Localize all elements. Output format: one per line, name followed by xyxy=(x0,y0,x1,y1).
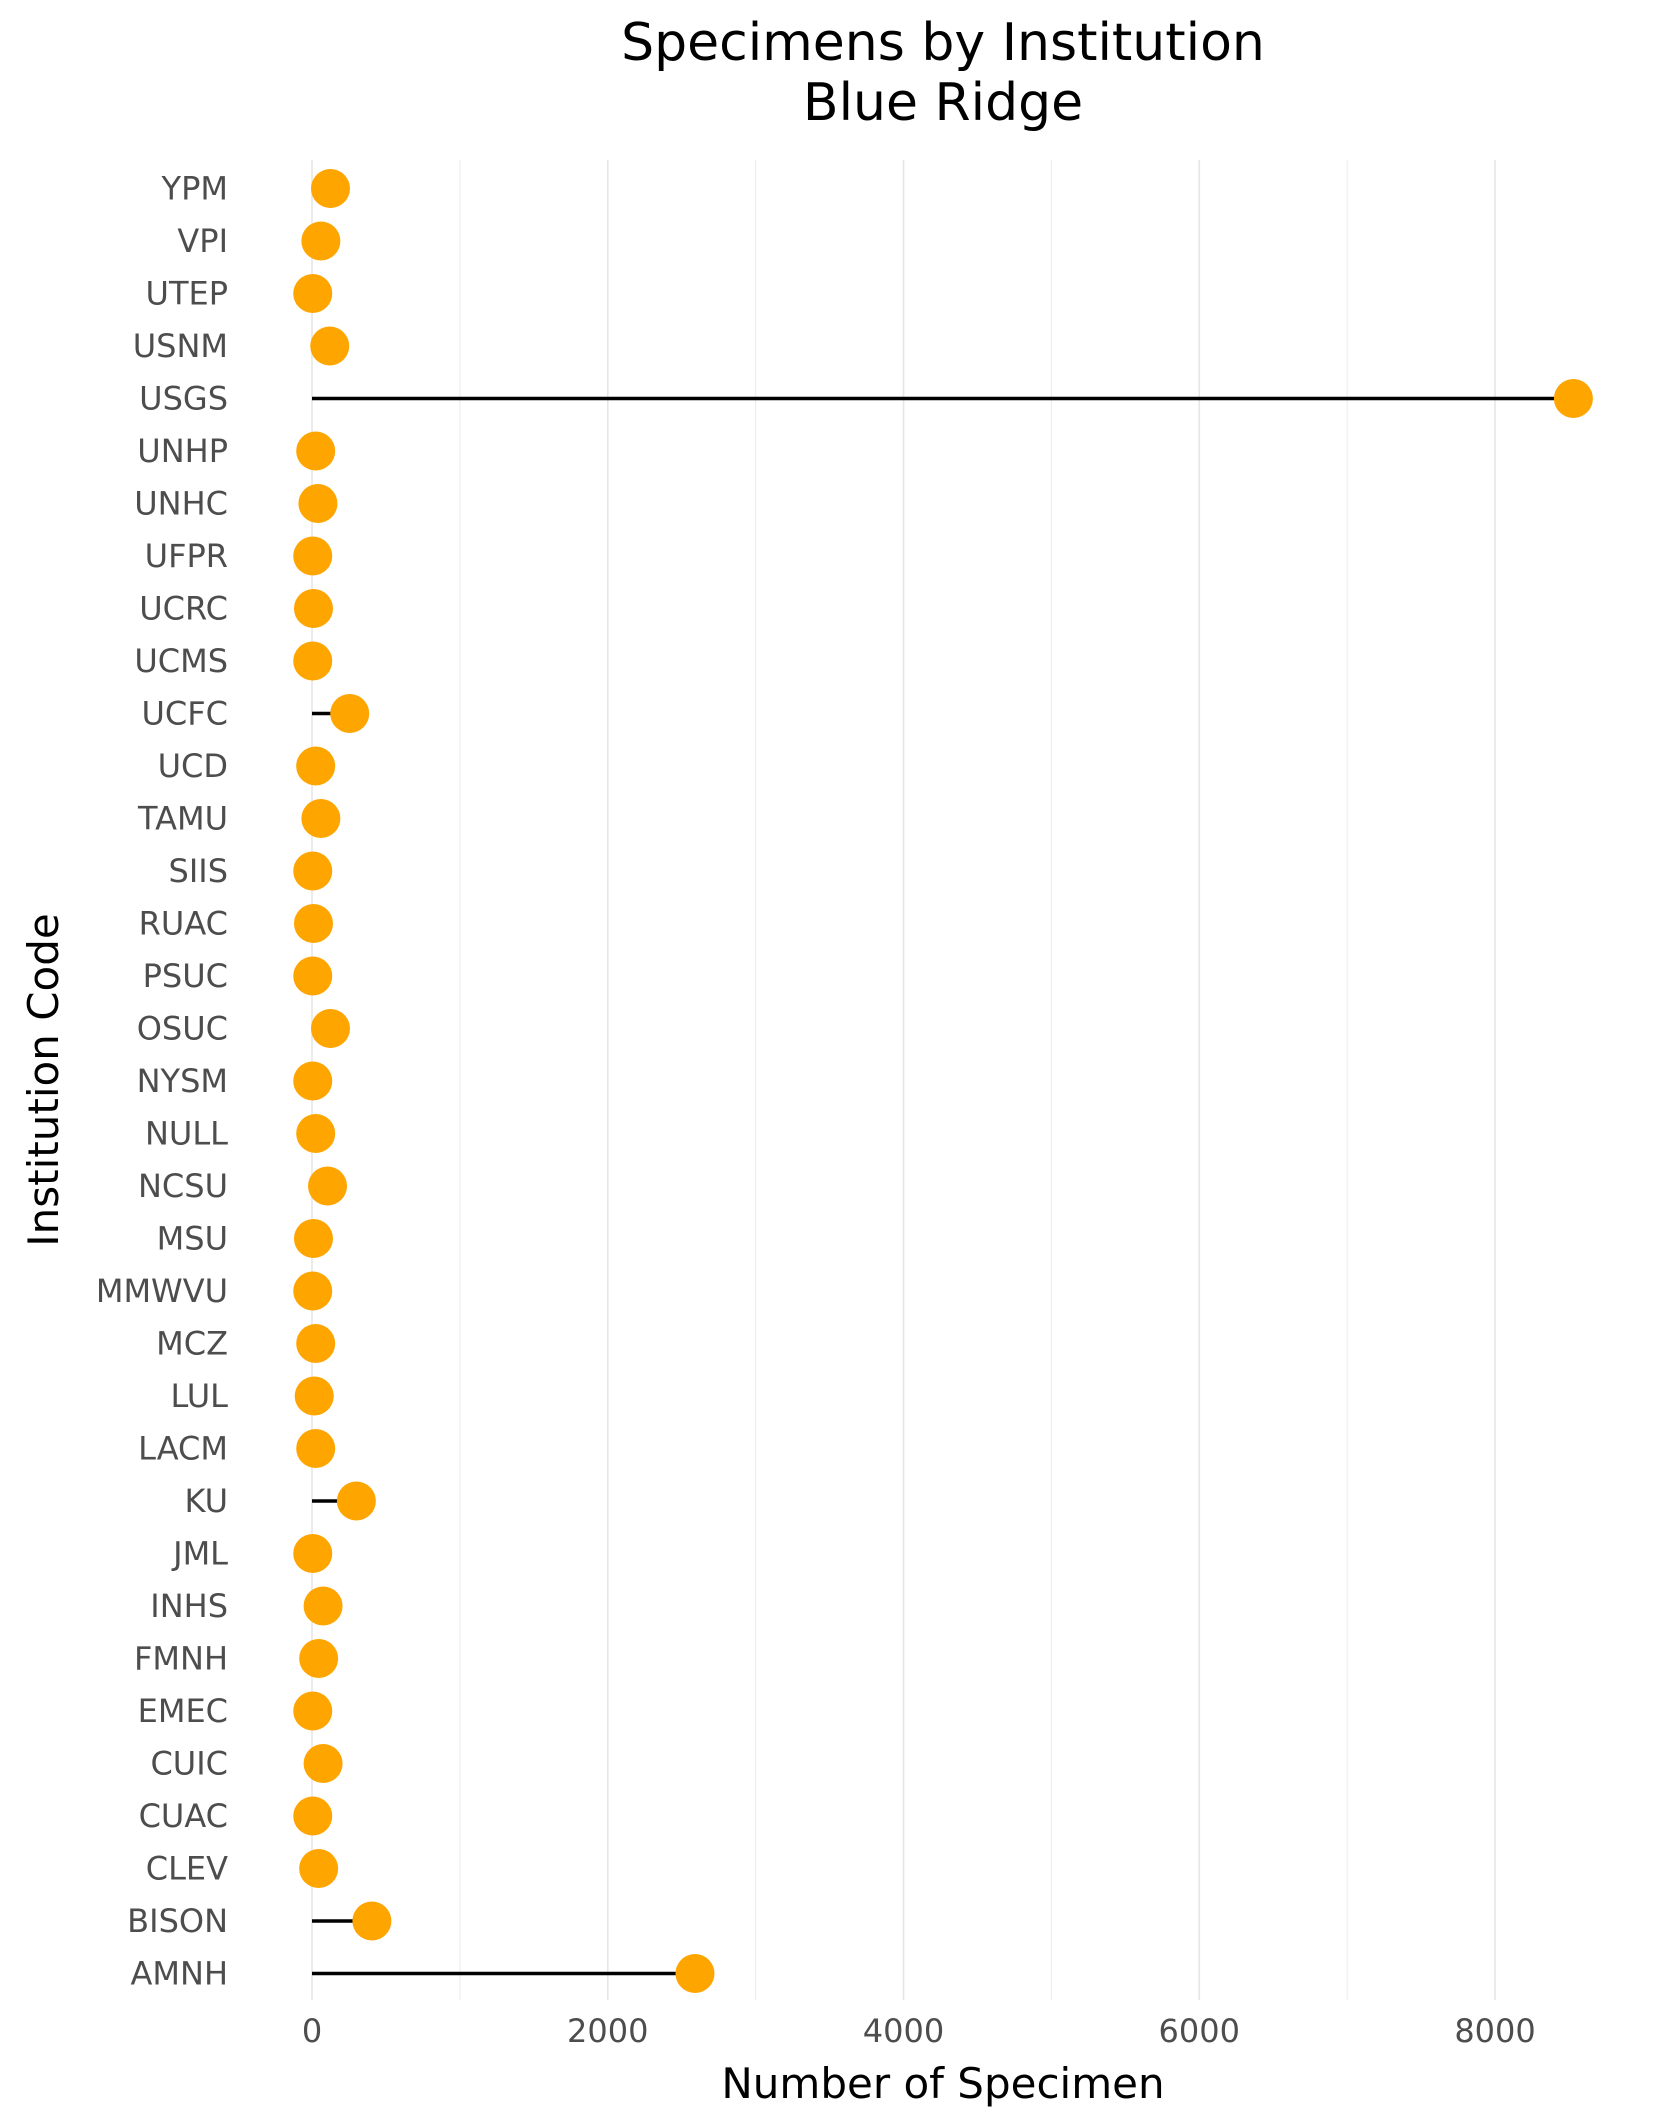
y-tick-label: NCSU xyxy=(138,1167,228,1205)
y-tick-label: UCRC xyxy=(139,590,228,628)
y-tick-label: CLEV xyxy=(146,1850,228,1888)
y-tick-label: CUIC xyxy=(150,1745,228,1783)
point-tamu xyxy=(301,799,341,838)
point-nysm xyxy=(293,1061,333,1101)
point-amnh xyxy=(675,1954,715,1993)
y-tick-label: TAMU xyxy=(137,800,228,838)
point-ucrc xyxy=(293,589,333,628)
y-tick-label: UFPR xyxy=(145,537,228,575)
point-mmwvu xyxy=(293,1271,333,1311)
point-ucd xyxy=(296,746,336,786)
point-bison xyxy=(352,1901,392,1941)
x-tick-label: 6000 xyxy=(1159,2012,1240,2050)
point-usgs xyxy=(1553,379,1593,418)
point-fmnh xyxy=(299,1639,339,1678)
y-tick-label: UTEP xyxy=(146,275,228,313)
y-tick-label: UCMS xyxy=(134,642,228,680)
y-tick-label: UNHC xyxy=(134,485,228,523)
y-tick-label: AMNH xyxy=(131,1955,229,1993)
point-ypm xyxy=(310,169,350,208)
gridlines xyxy=(311,160,1496,2000)
point-siis xyxy=(293,851,333,891)
y-tick-labels: YPM VPI UTEP USNM USGS UNHP UNHC UFPR UCRC UCMS UC… xyxy=(96,170,228,1993)
y-tick-label: BISON xyxy=(127,1902,228,1940)
point-cuic xyxy=(303,1744,343,1783)
point-ucfc xyxy=(330,694,370,733)
y-tick-label: UNHP xyxy=(137,432,228,470)
y-tick-label: MSU xyxy=(157,1220,228,1258)
x-axis-title: Number of Specimen xyxy=(721,2059,1164,2108)
point-msu xyxy=(293,1219,333,1258)
x-tick-label: 4000 xyxy=(863,2012,944,2050)
y-tick-label: PSUC xyxy=(143,957,228,995)
y-tick-label: UCFC xyxy=(141,695,228,733)
point-jml xyxy=(293,1534,333,1573)
point-ruac xyxy=(293,904,333,943)
y-tick-label: MMWVU xyxy=(96,1272,228,1310)
y-tick-label: USNM xyxy=(133,327,228,365)
point-utep xyxy=(293,274,333,313)
y-tick-label: EMEC xyxy=(138,1692,228,1730)
point-clev xyxy=(299,1849,339,1888)
chart-title: Specimens by Institution xyxy=(621,13,1265,73)
point-lacm xyxy=(296,1429,336,1468)
point-ku xyxy=(336,1481,376,1521)
point-mcz xyxy=(296,1324,336,1363)
x-tick-label: 0 xyxy=(302,2012,322,2050)
point-lul xyxy=(294,1376,334,1416)
stems xyxy=(312,186,1574,1976)
point-ncsu xyxy=(308,1166,348,1206)
y-tick-label: VPI xyxy=(177,222,228,260)
point-cuac xyxy=(293,1796,333,1836)
point-unhc xyxy=(298,484,338,523)
point-ucms xyxy=(293,641,333,681)
y-tick-label: YPM xyxy=(161,170,228,208)
point-inhs xyxy=(303,1586,343,1626)
point-vpi xyxy=(301,221,341,261)
y-axis-title: Institution Code xyxy=(19,913,68,1246)
point-ufpr xyxy=(293,536,333,576)
y-tick-label: LUL xyxy=(171,1377,229,1415)
y-tick-label: KU xyxy=(184,1482,228,1520)
x-tick-labels: 0 2000 4000 6000 8000 xyxy=(302,2012,1536,2050)
y-tick-label: MCZ xyxy=(156,1325,228,1363)
y-tick-label: RUAC xyxy=(139,905,228,943)
y-tick-label: NYSM xyxy=(137,1062,228,1100)
y-tick-label: UCD xyxy=(158,747,228,785)
x-tick-label: 2000 xyxy=(567,2012,648,2050)
point-psuc xyxy=(293,956,333,996)
x-tick-label: 8000 xyxy=(1454,2012,1535,2050)
point-usnm xyxy=(310,326,350,366)
y-tick-label: JML xyxy=(171,1535,228,1573)
y-tick-label: OSUC xyxy=(137,1010,228,1048)
point-osuc xyxy=(310,1009,350,1048)
y-tick-label: INHS xyxy=(150,1587,228,1625)
point-unhp xyxy=(296,431,336,471)
point-emec xyxy=(293,1691,333,1731)
y-tick-label: FMNH xyxy=(134,1640,228,1678)
y-tick-label: SIIS xyxy=(169,852,229,890)
y-tick-label: CUAC xyxy=(139,1797,228,1835)
chart-subtitle: Blue Ridge xyxy=(803,73,1083,133)
point-null xyxy=(296,1114,336,1153)
points xyxy=(293,169,1593,1993)
y-tick-label: LACM xyxy=(138,1430,228,1468)
y-tick-label: NULL xyxy=(145,1115,228,1153)
y-tick-label: USGS xyxy=(139,380,228,418)
